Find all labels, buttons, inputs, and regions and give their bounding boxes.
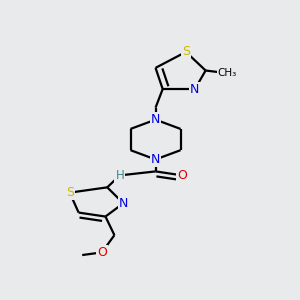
Text: N: N <box>190 82 200 96</box>
Text: N: N <box>151 113 160 126</box>
Text: CH₃: CH₃ <box>218 68 237 78</box>
Text: O: O <box>177 169 187 182</box>
Text: H: H <box>116 169 124 182</box>
Text: S: S <box>182 45 190 58</box>
Text: S: S <box>66 186 74 199</box>
Text: O: O <box>97 246 107 259</box>
Text: N: N <box>151 153 160 166</box>
Text: N: N <box>119 197 128 210</box>
